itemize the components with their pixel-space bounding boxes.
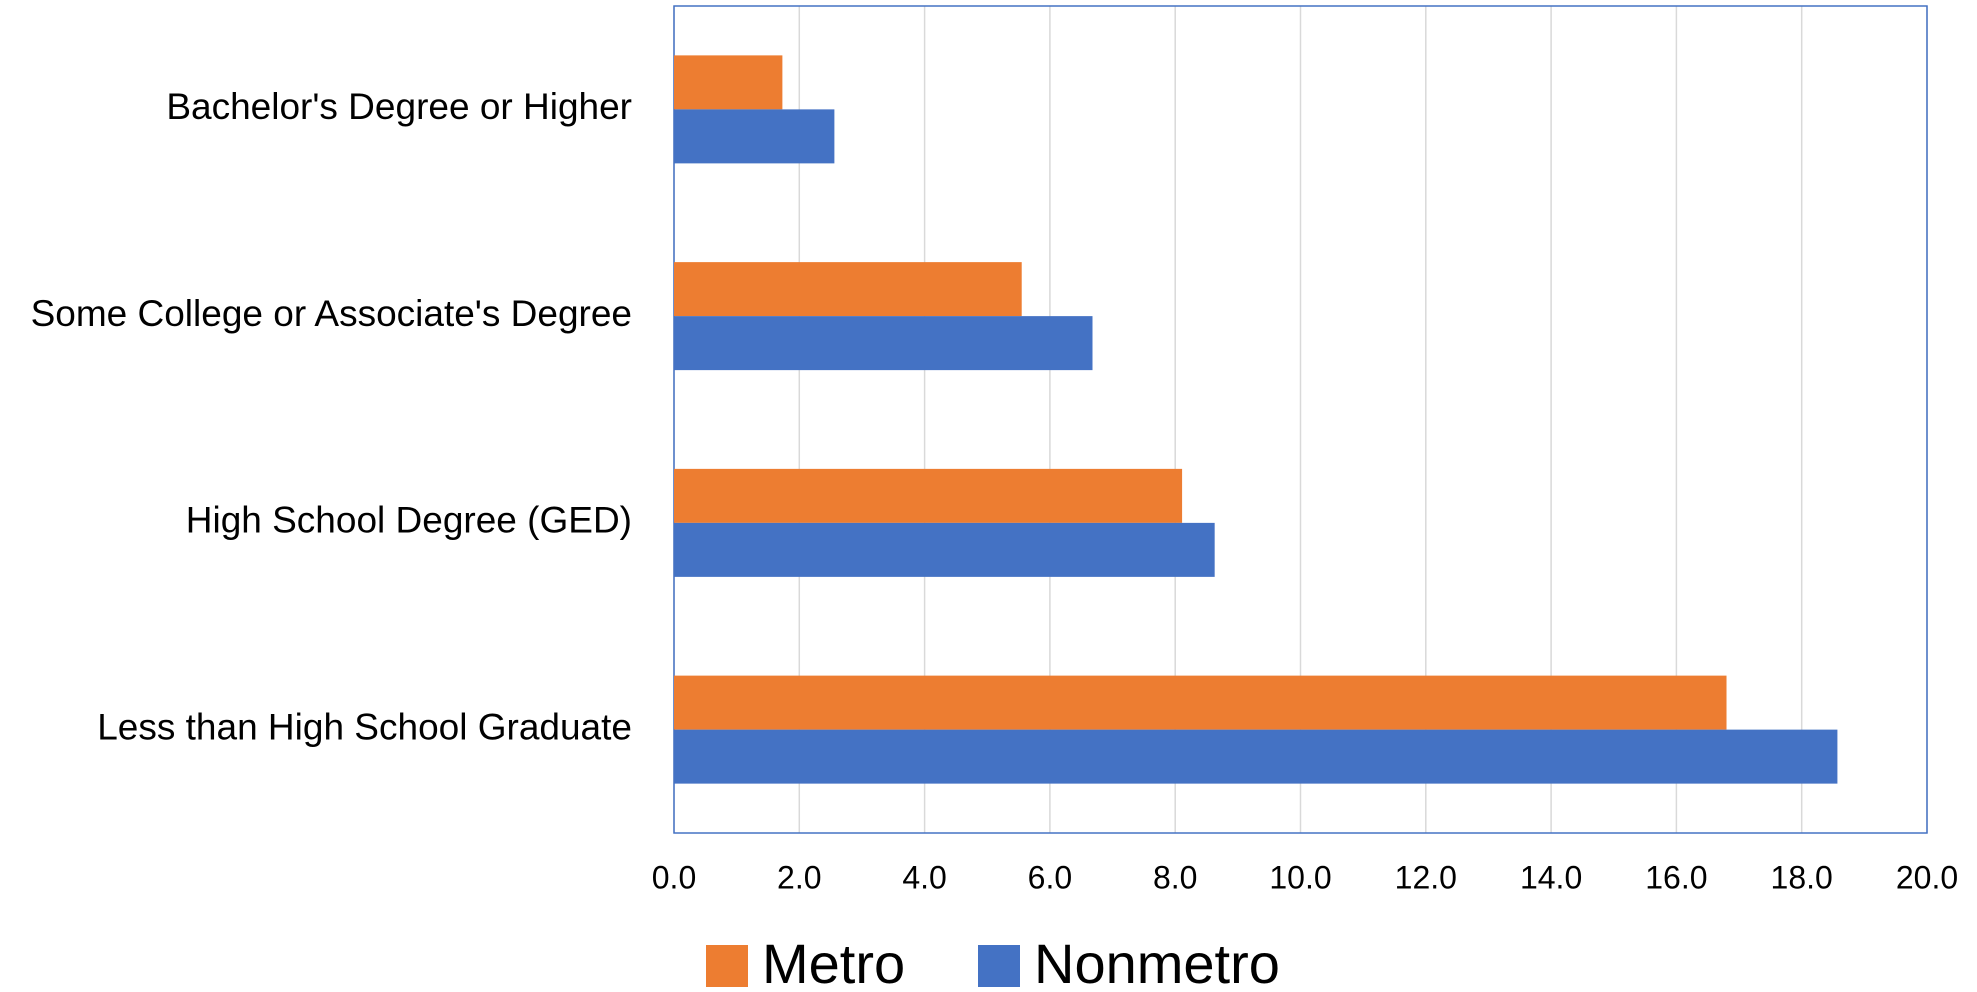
x-tick-label: 4.0 bbox=[902, 859, 946, 895]
y-tick-label: Bachelor's Degree or Higher bbox=[166, 86, 632, 127]
x-tick-label: 6.0 bbox=[1028, 859, 1072, 895]
legend-swatch bbox=[978, 945, 1020, 987]
bar bbox=[674, 316, 1093, 371]
bar bbox=[674, 675, 1727, 730]
x-tick-label: 20.0 bbox=[1896, 859, 1958, 895]
bar bbox=[674, 522, 1215, 577]
bar bbox=[674, 109, 835, 164]
x-tick-label: 2.0 bbox=[777, 859, 821, 895]
plot-border bbox=[673, 5, 1928, 834]
legend-label: Metro bbox=[762, 932, 905, 992]
bar bbox=[674, 55, 783, 110]
x-tick-label: 12.0 bbox=[1395, 859, 1457, 895]
bar bbox=[674, 729, 1838, 784]
x-tick-label: 14.0 bbox=[1520, 859, 1582, 895]
x-tick-label: 10.0 bbox=[1269, 859, 1331, 895]
x-tick-label: 8.0 bbox=[1153, 859, 1197, 895]
y-tick-label: High School Degree (GED) bbox=[186, 500, 632, 541]
y-tick-label: Some College or Associate's Degree bbox=[31, 293, 632, 334]
y-tick-label: Less than High School Graduate bbox=[97, 706, 632, 747]
legend-swatch bbox=[706, 945, 748, 987]
bar bbox=[674, 262, 1022, 317]
x-tick-label: 18.0 bbox=[1771, 859, 1833, 895]
legend-label: Nonmetro bbox=[1034, 932, 1280, 992]
bar bbox=[674, 468, 1183, 523]
x-tick-label: 0.0 bbox=[652, 859, 696, 895]
x-tick-label: 16.0 bbox=[1645, 859, 1707, 895]
